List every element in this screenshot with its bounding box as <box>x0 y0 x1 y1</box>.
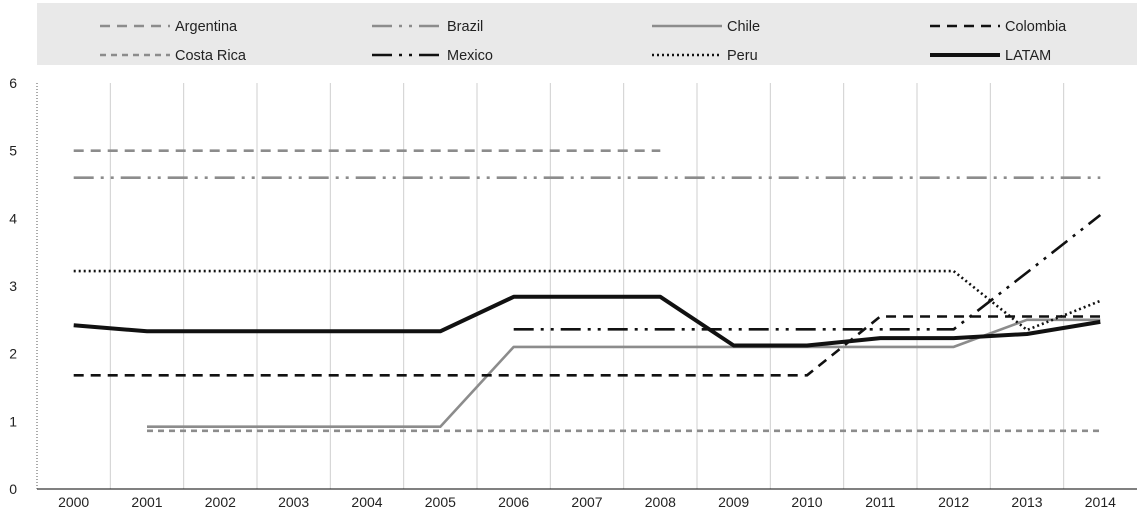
x-tick-label: 2002 <box>205 494 236 510</box>
x-tick-label: 2001 <box>131 494 162 510</box>
x-tick-label: 2013 <box>1011 494 1042 510</box>
grid-lines <box>109 83 1065 489</box>
legend-label: Brazil <box>447 19 483 35</box>
series-lines <box>73 149 1102 433</box>
legend-label: LATAM <box>1005 48 1051 64</box>
legend-label: Colombia <box>1005 19 1067 35</box>
series-line-mexico <box>513 213 1102 331</box>
x-tick-label: 2007 <box>571 494 602 510</box>
x-tick-label: 2010 <box>791 494 822 510</box>
x-tick-label: 2014 <box>1085 494 1116 510</box>
legend-item-argentina: Argentina <box>100 19 238 35</box>
axes <box>36 83 1137 490</box>
legend-label: Chile <box>727 19 760 35</box>
x-tick-label: 2004 <box>351 494 382 510</box>
x-tick-label: 2000 <box>58 494 89 510</box>
y-axis-tick-labels: 0 1 2 3 4 5 6 <box>9 75 17 497</box>
legend-item-chile: Chile <box>652 19 760 35</box>
legend-item-colombia: Colombia <box>930 19 1067 35</box>
x-tick-label: 2005 <box>425 494 456 510</box>
legend-item-peru: Peru <box>652 48 758 64</box>
y-tick-label: 0 <box>9 481 17 497</box>
y-tick-label: 6 <box>9 75 17 91</box>
series-line-colombia <box>73 315 1101 377</box>
x-tick-label: 2011 <box>865 494 895 510</box>
legend-item-costa-rica: Costa Rica <box>100 48 247 64</box>
legend-label: Costa Rica <box>175 48 247 64</box>
series-line-peru <box>73 269 1101 332</box>
legend: Argentina Brazil Chile Colombia Costa Rica Me… <box>100 19 1067 64</box>
legend-item-brazil: Brazil <box>372 19 483 35</box>
x-tick-label: 2003 <box>278 494 309 510</box>
legend-label: Peru <box>727 48 758 64</box>
y-tick-label: 4 <box>9 210 17 226</box>
x-tick-label: 2006 <box>498 494 529 510</box>
x-axis-tick-labels: 2000 2001 2002 2003 2004 2005 2006 2007 2008 2009… <box>58 494 1116 510</box>
legend-item-latam: LATAM <box>930 48 1051 64</box>
legend-label: Argentina <box>175 19 238 35</box>
legend-label: Mexico <box>447 48 493 64</box>
x-tick-label: 2012 <box>938 494 969 510</box>
y-tick-label: 1 <box>9 413 17 429</box>
x-tick-label: 2009 <box>718 494 749 510</box>
x-tick-label: 2008 <box>645 494 676 510</box>
y-tick-label: 5 <box>9 143 17 159</box>
y-tick-label: 2 <box>9 346 17 362</box>
series-line-latam <box>73 294 1101 348</box>
legend-item-mexico: Mexico <box>372 48 493 64</box>
y-tick-label: 3 <box>9 278 17 294</box>
series-line-chile <box>147 318 1101 428</box>
